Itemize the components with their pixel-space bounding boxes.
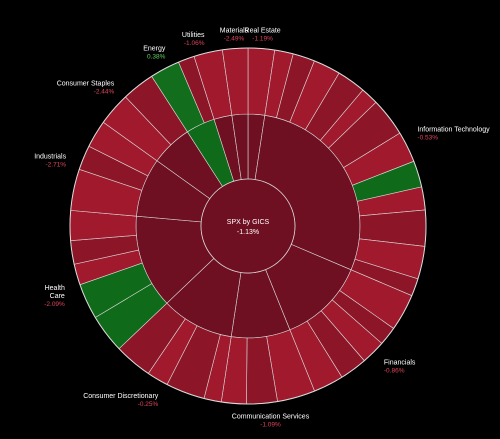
sector-label-information-technology: Information Technology-0.53%: [417, 126, 490, 141]
sector-name-materials: Materials: [220, 28, 249, 35]
sector-change-information-technology: -0.53%: [417, 134, 438, 141]
sector-name-consumer-discretionary: Consumer Discretionary: [83, 393, 159, 400]
inner-ring: [135, 113, 361, 339]
sector-label-utilities: Utilities-1.06%: [182, 32, 205, 47]
sector-name-industrials: Industrials: [34, 154, 66, 161]
sector-change-utilities: -1.06%: [184, 40, 205, 47]
sector-name-real-estate: Real Estate: [245, 28, 281, 35]
sector-labels: Real Estate-1.19%Information Technology-…: [34, 28, 490, 429]
sector-name-consumer-staples: Consumer Staples: [57, 80, 115, 87]
sector-label-consumer-discretionary: Consumer Discretionary-0.25%: [83, 393, 159, 408]
sector-name-information-technology: Information Technology: [417, 126, 490, 133]
sector-name-health-care: Care: [50, 293, 65, 300]
sector-change-real-estate: -1.19%: [252, 36, 273, 43]
sector-change-consumer-staples: -2.44%: [94, 88, 115, 95]
sector-name-financials: Financials: [384, 359, 416, 366]
sector-change-energy: 0.38%: [147, 53, 166, 60]
sector-label-real-estate: Real Estate-1.19%: [245, 28, 281, 43]
outer-border: [69, 47, 427, 405]
sector-label-communication-services: Communication Services-1.09%: [232, 414, 310, 429]
center-value: -1.13%: [237, 229, 259, 236]
sector-change-industrials: -2.71%: [45, 162, 66, 169]
sector-name-energy: Energy: [143, 45, 166, 52]
sector-change-consumer-discretionary: -0.25%: [138, 401, 159, 408]
center-disc: [200, 178, 296, 274]
sector-label-financials: Financials-0.86%: [384, 359, 416, 374]
outer-ring: [69, 47, 427, 405]
sector-name-communication-services: Communication Services: [232, 414, 310, 421]
sector-change-financials: -0.86%: [384, 367, 405, 374]
sector-name-health-care: Health: [45, 285, 65, 292]
sector-label-materials: Materials-2.49%: [220, 28, 249, 43]
sector-change-communication-services: -1.09%: [260, 422, 281, 429]
sector-label-industrials: Industrials-2.71%: [34, 154, 66, 169]
sector-change-materials: -2.49%: [224, 36, 245, 43]
sector-label-consumer-staples: Consumer Staples-2.44%: [57, 80, 115, 95]
sector-change-health-care: -2.09%: [44, 301, 65, 308]
sector-name-utilities: Utilities: [182, 32, 205, 39]
center-title: SPX by GICS: [227, 219, 270, 226]
